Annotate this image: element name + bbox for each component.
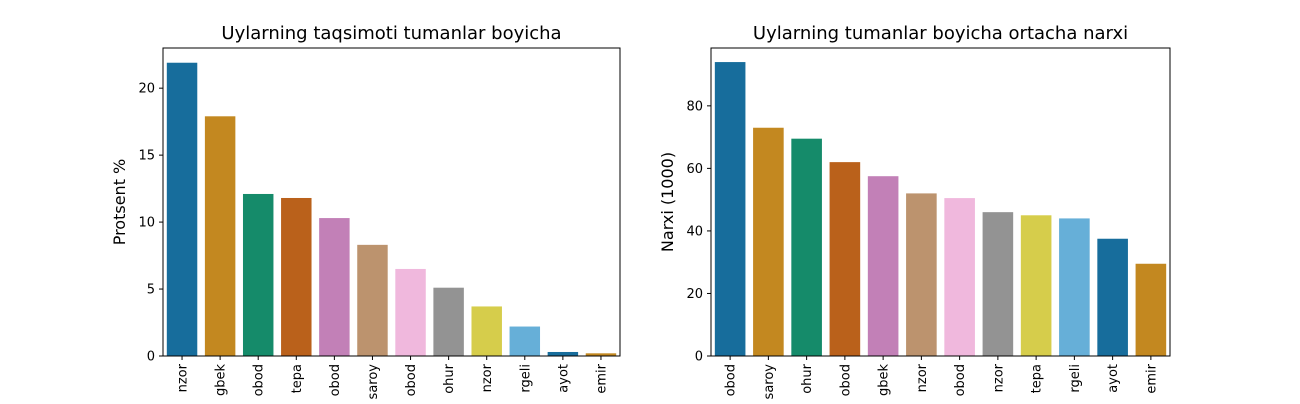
- y-tick-label: 20: [686, 287, 703, 302]
- x-tick-label: tepa: [1030, 364, 1045, 393]
- x-tick-label: ayot: [556, 364, 571, 393]
- plot-frame: [162, 47, 621, 357]
- x-tick-label: tepa: [290, 364, 305, 393]
- bar-11: [1097, 238, 1128, 356]
- x-tick-label: obod: [328, 364, 343, 396]
- y-tick-label: 0: [147, 350, 155, 365]
- x-tick-label: obod: [252, 364, 267, 396]
- chart-title: Uylarning taqsimoti tumanlar boyicha: [221, 23, 561, 44]
- x-tick-label: nzor: [991, 363, 1006, 392]
- y-tick-label: 10: [138, 216, 155, 231]
- bar-2: [204, 116, 236, 356]
- chart-title: Uylarning tumanlar boyicha ortacha narxi: [753, 23, 1128, 44]
- x-tick-label: nzor: [915, 363, 930, 392]
- x-tick-label: saroy: [762, 364, 777, 400]
- bar-8: [982, 212, 1014, 356]
- chart-average-price: 0 20 40 60 80 obod saroy ohur obod gbek nzor obod nz…: [658, 23, 1171, 400]
- x-tick-label: emir: [594, 363, 609, 393]
- bar-2: [753, 127, 784, 357]
- y-tick-label: 15: [138, 149, 155, 164]
- chart-district-distribution: 0 5 10 15 20 nzor gbek obod tepa obod saroy obod ohu…: [110, 23, 621, 400]
- bar-8: [433, 287, 464, 356]
- x-tick-label: gbek: [214, 364, 229, 397]
- y-axis-label: Narxi (1000): [658, 152, 677, 252]
- bar-6: [906, 193, 937, 356]
- x-tick-label: saroy: [366, 364, 381, 400]
- y-tick-label: 5: [147, 283, 155, 298]
- bar-9: [471, 306, 502, 356]
- plot-frame: [710, 47, 1171, 357]
- bar-3: [242, 193, 274, 356]
- y-tick-label: 60: [686, 162, 703, 177]
- y-tick-label: 80: [686, 99, 703, 114]
- bar-1: [714, 62, 746, 356]
- x-tick-label: rgeli: [518, 364, 533, 393]
- bar-7: [944, 198, 975, 356]
- x-tick-label: rgeli: [1068, 364, 1083, 393]
- bar-6: [357, 244, 388, 356]
- bar-1: [166, 62, 198, 356]
- x-tick-label: ohur: [800, 363, 815, 393]
- x-tick-label: obod: [404, 364, 419, 396]
- x-tick-label: emir: [1144, 363, 1159, 393]
- y-tick-label: 20: [138, 82, 155, 97]
- bar-10: [1059, 218, 1090, 356]
- bar-9: [1020, 215, 1052, 356]
- bar-10: [509, 326, 541, 356]
- y-axis-label: Protsent %: [110, 159, 129, 246]
- bar-5: [319, 218, 350, 356]
- bar-4: [829, 162, 861, 356]
- x-tick-label: obod: [838, 364, 853, 396]
- bar-4: [281, 197, 312, 356]
- bar-12: [1135, 263, 1167, 356]
- bar-12: [585, 353, 617, 356]
- bar-3: [791, 138, 822, 356]
- y-tick-label: 0: [695, 350, 703, 365]
- x-tick-label: nzor: [480, 363, 495, 392]
- x-tick-label: nzor: [176, 363, 191, 392]
- bar-7: [395, 268, 426, 356]
- x-tick-label: gbek: [877, 364, 892, 397]
- x-tick-label: obod: [724, 364, 739, 396]
- y-tick-label: 40: [686, 224, 703, 239]
- bar-5: [867, 176, 899, 356]
- x-tick-label: ohur: [442, 363, 457, 393]
- x-tick-label: ayot: [1106, 364, 1121, 393]
- x-tick-label: obod: [953, 364, 968, 396]
- bar-11: [547, 351, 579, 356]
